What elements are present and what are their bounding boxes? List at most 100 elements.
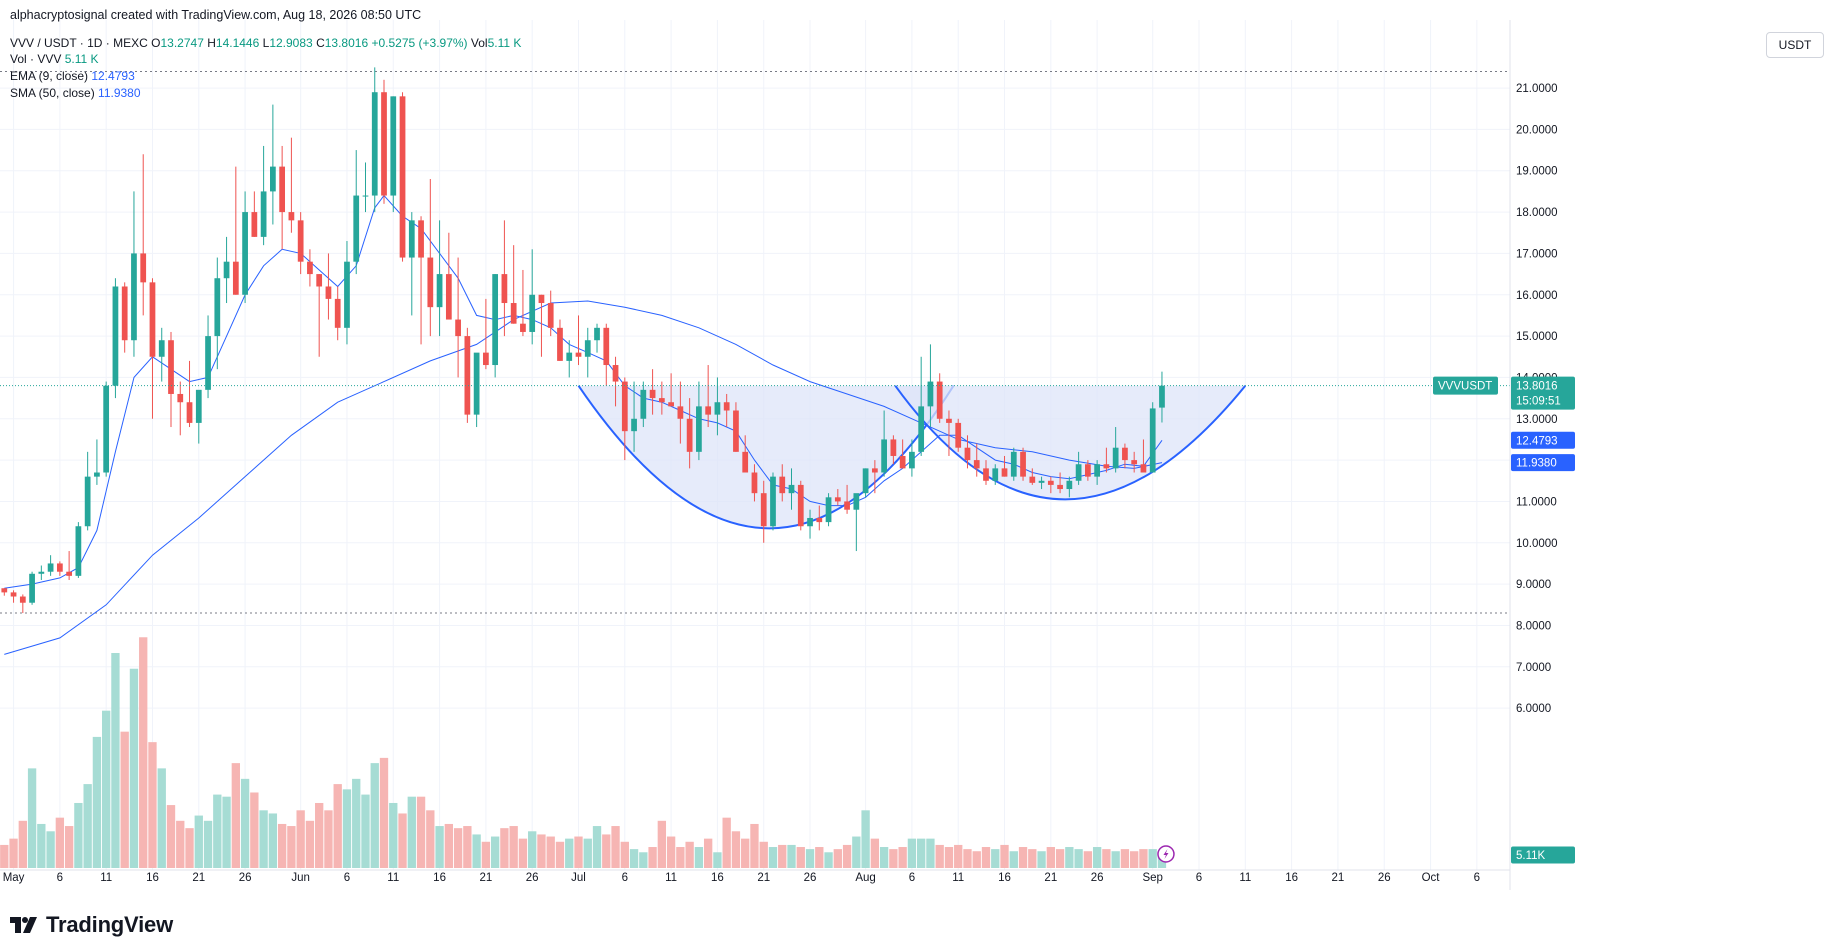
candle-body [205,336,211,390]
candle [520,269,526,337]
time-tick-label: 26 [1091,872,1104,884]
candle-body [1057,484,1063,490]
volume-indicator-legend[interactable]: Vol · VVV 5.11 K [10,52,99,66]
candle-body [103,385,110,473]
volume-bar [102,710,111,868]
candle [408,212,415,316]
volume-bar [74,802,83,868]
candle-body [94,472,100,477]
candle-body [1,588,8,593]
candle [270,104,276,225]
candle [1094,460,1101,485]
volume-bar [833,849,842,868]
candle-body [862,468,869,494]
candle [714,377,721,436]
currency-button[interactable]: USDT [1766,32,1824,58]
candle-body [56,563,63,572]
time-tick-label: 26 [526,872,539,884]
candle-body [131,253,137,341]
volume-bar [546,836,555,868]
candle [353,150,360,275]
sma-indicator-legend[interactable]: SMA (50, close) 11.9380 [10,86,141,100]
candle-body [1038,480,1045,483]
candle-body [964,447,971,461]
volume-bar [324,810,333,868]
time-tick-label: 16 [711,872,724,884]
volume-bar [639,852,648,868]
volume-bar [444,823,454,868]
candle-body [631,418,637,432]
candle [668,373,674,407]
candle-body [214,278,221,337]
volume-bar [1037,851,1046,868]
candle [436,220,443,337]
candle-body [149,282,156,357]
candle [149,278,156,419]
volume-bar [120,731,129,868]
volume-bar [46,831,55,868]
candle [964,435,971,469]
candle [751,464,758,502]
candle-body [47,563,54,572]
volume-bar [889,849,898,868]
volume-bar [352,778,361,868]
candle-body [232,261,239,295]
tradingview-logo[interactable]: TradingView [10,912,173,938]
candles [1,67,1165,614]
volume-bar [1083,851,1093,868]
candle-body [1140,464,1147,473]
candle-body [899,455,906,469]
candle [121,282,128,353]
candle-body [1149,408,1156,473]
candle-body [1001,468,1008,477]
price-tick-label: 11.0000 [1516,496,1557,508]
candle [723,393,730,428]
candle-body [510,303,517,324]
candle-body [1094,464,1101,477]
time-tick-label: 11 [665,872,677,884]
volume-bar [509,826,518,868]
candle [1057,472,1063,494]
ema-indicator-legend[interactable]: EMA (9, close) 12.4793 [10,69,135,83]
candle [594,323,600,353]
ema-price-badge-bg [1511,431,1575,449]
candle [195,389,202,444]
volume-bar [277,823,287,868]
volume-bar [852,836,861,868]
author-credit: alphacryptosignal created with TradingVi… [10,8,422,22]
candle-body [75,526,82,576]
volume-bar [27,768,37,868]
volume-bar [370,763,379,868]
close-value: 13.8016 [324,36,369,50]
volume-bar [463,826,472,868]
candle-body [686,418,693,452]
volume-bar [518,838,528,868]
candle [214,257,221,370]
candle-body [927,381,934,407]
volume-bar [676,847,685,868]
candle-body [38,571,45,574]
candle-body [177,393,184,403]
candle [75,522,82,578]
candle [223,236,230,304]
price-tick-label: 18.0000 [1516,207,1558,219]
volume-bar [926,838,935,868]
sma50-line [4,300,1163,655]
candle-body [547,303,554,328]
candle [825,493,832,527]
symbol-label[interactable]: VVV / USDT · 1D · MEXC [10,36,148,50]
symbol-ohlc-line: VVV / USDT · 1D · MEXC O13.2747 H14.1446… [10,36,521,50]
candle [640,381,647,428]
sma-price-badge-bg [1511,454,1575,472]
rounding-bottom-curve [894,385,1247,501]
candle [890,435,897,465]
candle-body [538,294,545,304]
grid-lines [0,20,1510,870]
candle [1047,476,1054,494]
candle [946,410,952,456]
candle-body [1122,447,1128,461]
volume-indicator-label: Vol · VVV [10,52,62,66]
volume-bar [111,653,120,868]
volume-bar [778,844,787,868]
